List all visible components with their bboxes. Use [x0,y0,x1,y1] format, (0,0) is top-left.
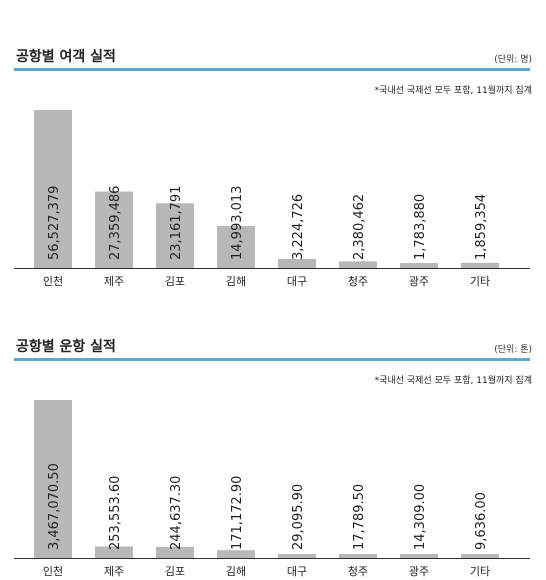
bar-제주 [95,546,133,558]
category-label: 기타 [470,275,490,288]
data-label: 56,527,379 [47,186,62,260]
cargo-chart-section: 공항별 운항 실적 (단위: 톤) *국내선 국제선 모두 포함, 11월까지 … [0,290,546,580]
data-label: 244,637.30 [169,476,184,550]
category-label: 인천 [43,274,63,288]
data-label: 14,309.00 [413,484,428,550]
category-label: 광주 [409,275,429,288]
unit-label: (단위: 명) [494,55,532,65]
bar-광주 [400,554,438,558]
bar-청주 [339,554,377,558]
bar-김해 [217,226,255,268]
title-divider [14,358,530,361]
category-label: 청주 [348,275,368,288]
bar-인천 [34,400,72,558]
title-divider [14,68,530,71]
bar-제주 [95,191,133,268]
bar-대구 [278,258,316,268]
category-label: 광주 [409,565,429,578]
chart-title: 공항별 여객 실적 [16,49,116,65]
data-label: 23,161,791 [169,186,184,260]
data-label: 27,359,486 [108,186,123,260]
data-label: 171,172.90 [230,476,245,550]
category-label: 김해 [226,274,246,288]
chart-title: 공항별 운항 실적 [16,339,116,355]
category-label: 김해 [226,564,246,578]
category-label: 기타 [470,565,490,578]
bar-기타 [461,554,499,558]
data-label: 2,380,462 [352,194,367,260]
bar-인천 [34,110,72,268]
category-label: 대구 [287,565,307,578]
passenger-chart-section: 공항별 여객 실적 (단위: 명) *국내선 국제선 모두 포함, 11월까지 … [14,49,532,288]
data-label: 29,095.90 [291,484,306,550]
chart-note: *국내선 국제선 모두 포함, 11월까지 집계 [374,86,532,96]
passenger-bar-chart: 56,527,379 인천 27,359,486 제주 23,161,791 김포 14,9… [14,110,530,288]
bar-청주 [339,261,377,268]
data-label: 3,467,070.50 [47,463,62,550]
bar-대구 [278,554,316,558]
bar-기타 [461,262,499,268]
data-label: 14,993,013 [230,186,245,260]
data-label: 3,224,726 [291,194,306,260]
data-label: 9,636.00 [474,492,489,550]
chart-note: *국내선 국제선 모두 포함, 11월까지 집계 [374,376,532,386]
data-label: 1,859,354 [474,194,489,260]
category-label: 김포 [165,275,185,288]
bar-광주 [400,263,438,268]
data-label: 1,783,880 [413,194,428,260]
data-label: 253,553.60 [108,476,123,550]
unit-label: (단위: 톤) [494,345,532,355]
data-label: 17,789.50 [352,484,367,550]
bar-김포 [156,546,194,558]
category-label: 대구 [287,275,307,288]
bar-김해 [217,550,255,558]
category-label: 제주 [104,565,124,578]
category-label: 김포 [165,565,185,578]
cargo-bar-chart: 3,467,070.50 인천 253,553.60 제주 244,637.30 김포 17… [14,400,530,578]
category-label: 제주 [104,275,124,288]
category-label: 인천 [43,564,63,578]
category-label: 청주 [348,565,368,578]
bar-김포 [156,203,194,268]
